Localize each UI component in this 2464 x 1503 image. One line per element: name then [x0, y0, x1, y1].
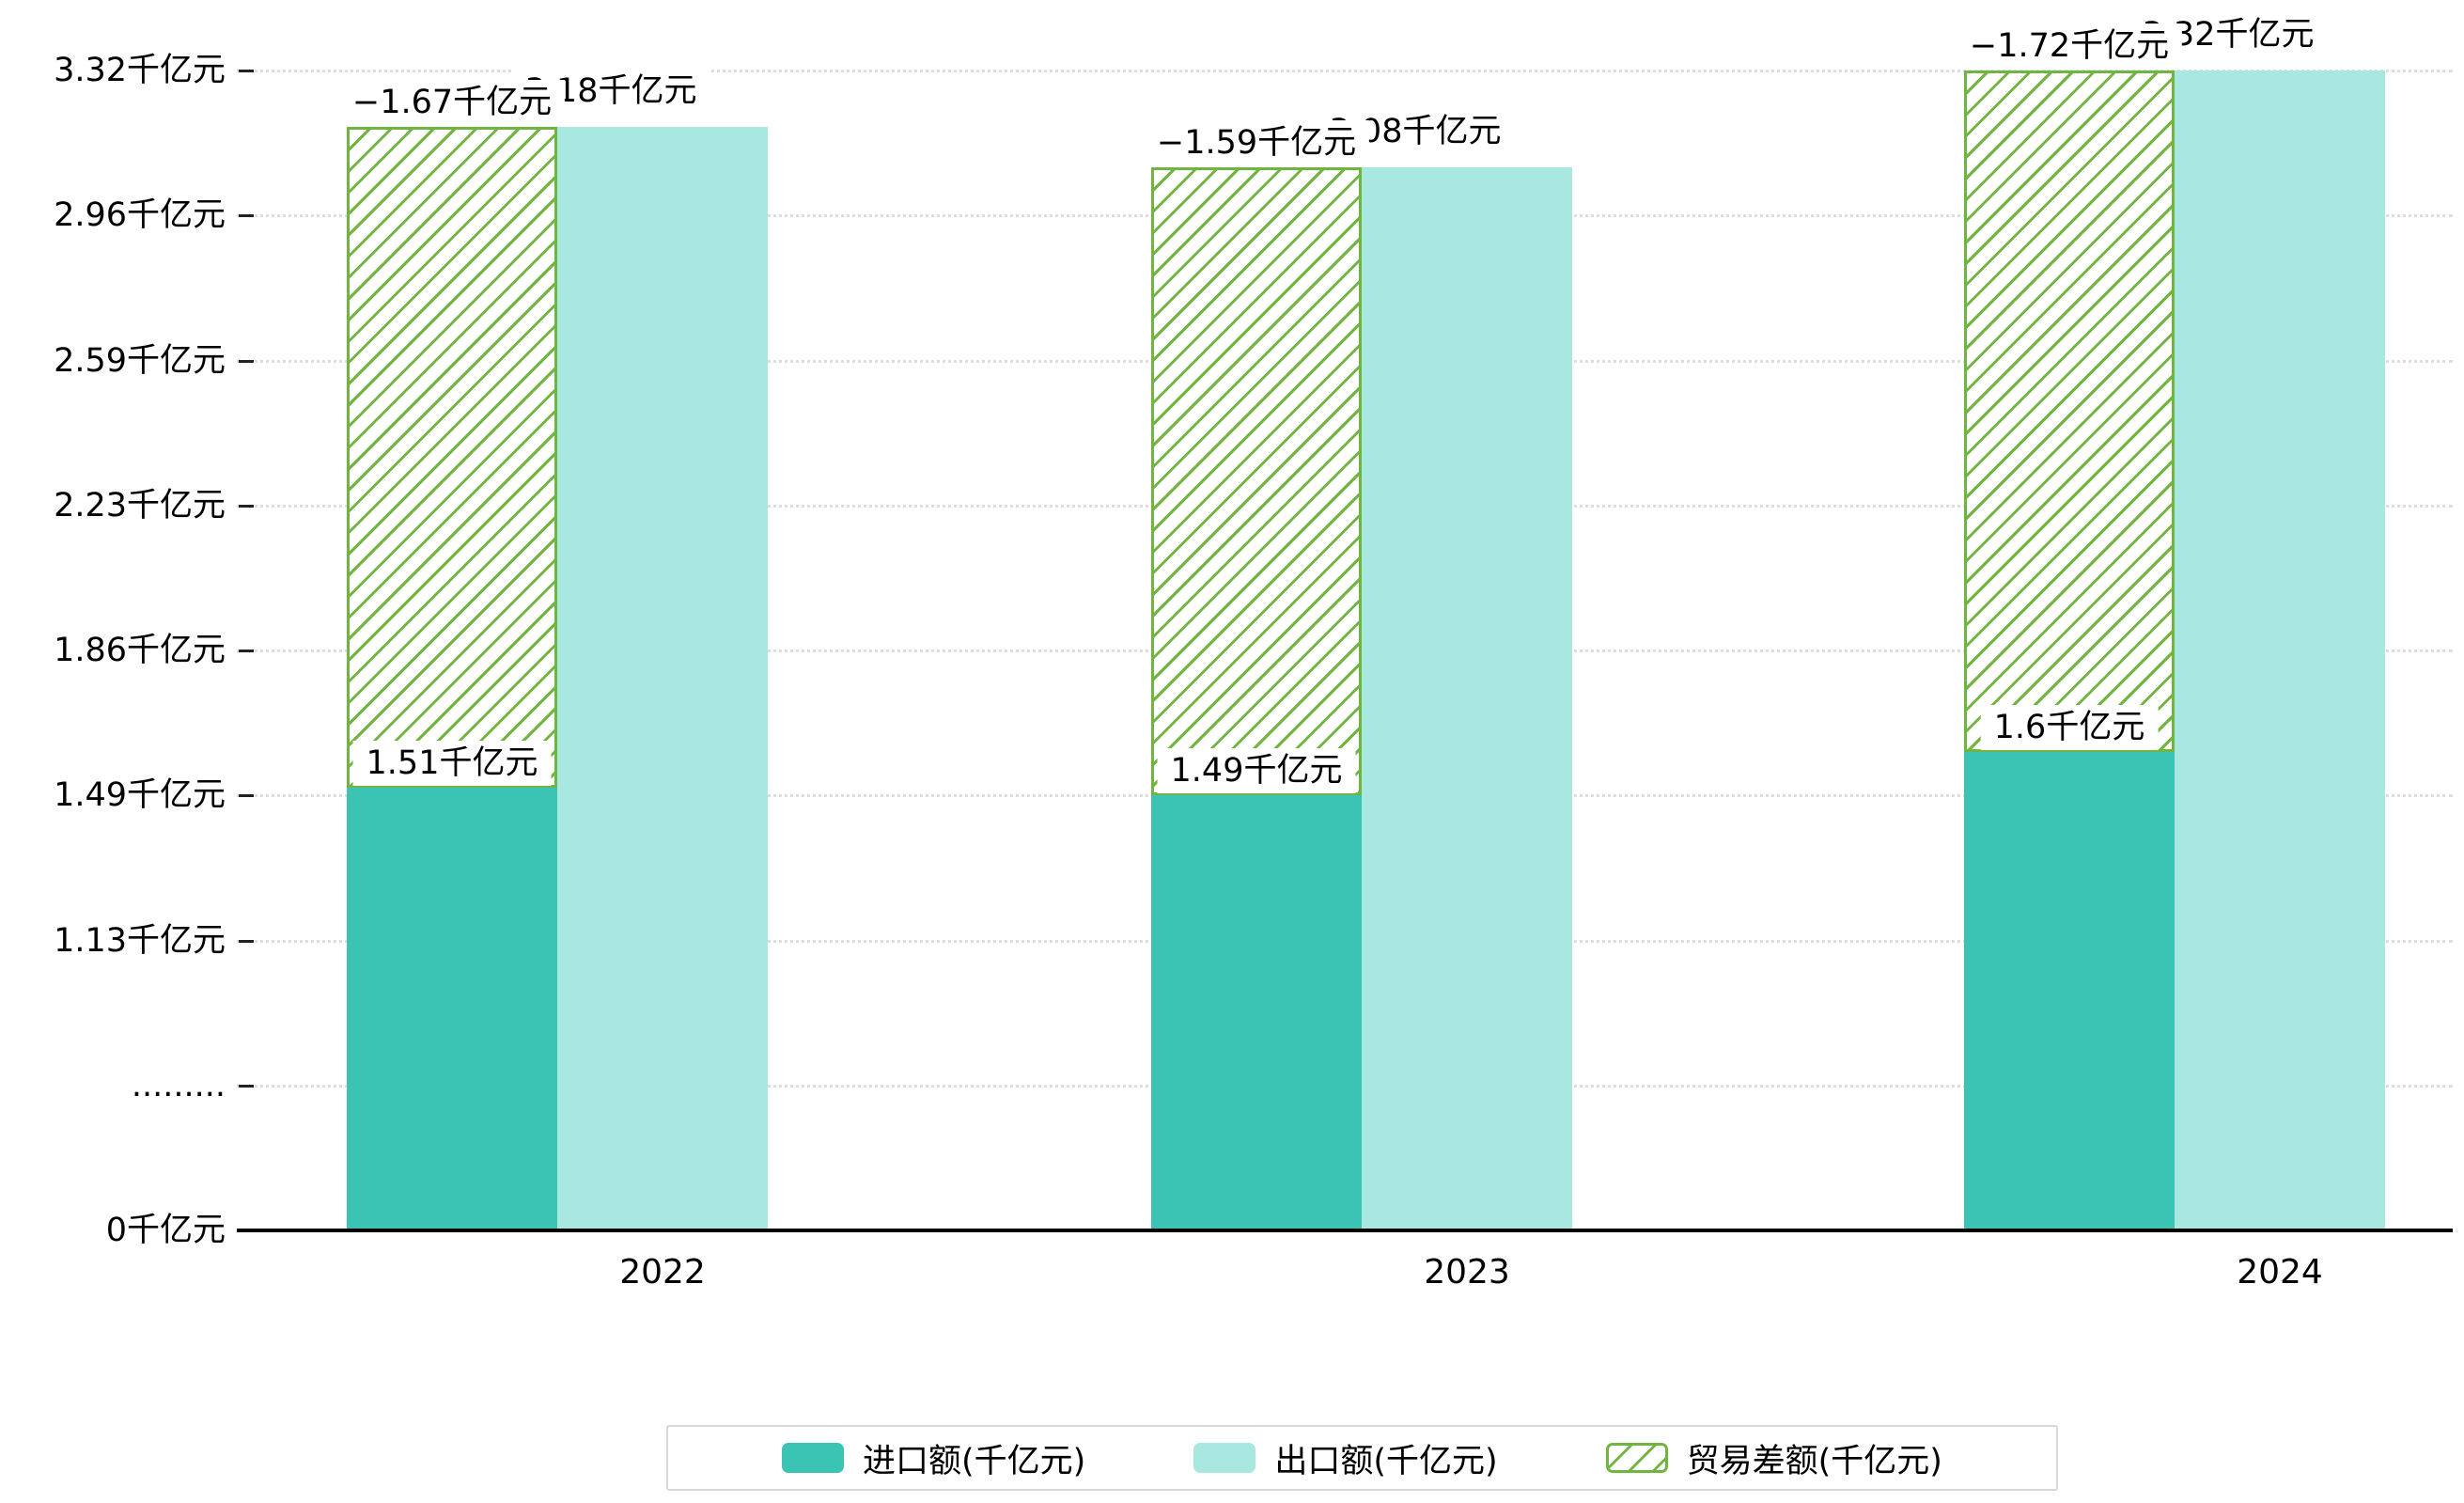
legend-label-import: 进口额(千亿元)	[863, 1442, 1086, 1480]
bar-balance-2023[interactable]	[1151, 166, 1362, 796]
bar-import-2024[interactable]	[1964, 752, 2175, 1230]
y-axis-tick	[239, 214, 254, 218]
y-axis-label: 1.86千亿元	[54, 632, 226, 669]
bar-import-2022[interactable]	[347, 787, 557, 1230]
legend: 进口额(千亿元) 出口额(千亿元) 贸易差额(千亿元)	[666, 1425, 2058, 1491]
gridline	[237, 70, 2453, 72]
y-axis-tick	[239, 504, 254, 508]
legend-item-export[interactable]: 出口额(千亿元)	[1193, 1434, 1498, 1482]
x-axis-label-2024: 2024	[2237, 1253, 2323, 1292]
y-axis-tick	[239, 650, 254, 652]
y-axis-label: 2.23千亿元	[54, 486, 226, 524]
legend-swatch-export-icon	[1193, 1443, 1256, 1473]
legend-item-import[interactable]: 进口额(千亿元)	[782, 1434, 1085, 1482]
y-axis-tick	[239, 794, 254, 798]
legend-swatch-balance-icon	[1605, 1443, 1668, 1473]
bar-balance-2024[interactable]	[1964, 70, 2175, 753]
label-balance-2023: −1.59千亿元	[1143, 119, 1370, 165]
label-balance-2022: −1.67千亿元	[338, 79, 566, 125]
bar-balance-2022[interactable]	[347, 126, 557, 788]
y-axis-label: 1.13千亿元	[54, 921, 226, 960]
y-axis-tick	[239, 939, 254, 943]
y-axis-label: 2.59千亿元	[54, 341, 226, 380]
y-axis-label: .........	[131, 1066, 226, 1104]
label-import-2023: 1.49千亿元	[1157, 748, 1356, 794]
bar-import-2023[interactable]	[1151, 795, 1362, 1230]
y-axis-tick	[239, 359, 254, 363]
legend-label-export: 出口额(千亿元)	[1274, 1442, 1498, 1480]
y-axis-label: 2.96千亿元	[54, 196, 226, 235]
bar-export-2024[interactable]	[2175, 70, 2385, 1230]
label-import-2024: 1.6千亿元	[1980, 705, 2159, 751]
y-axis-label: 3.32千亿元	[54, 52, 226, 89]
x-axis-label-2023: 2023	[1424, 1253, 1510, 1292]
y-axis-tick	[239, 70, 254, 72]
bar-export-2022[interactable]	[557, 126, 768, 1230]
legend-label-balance: 贸易差额(千亿元)	[1686, 1442, 1942, 1480]
label-import-2022: 1.51千亿元	[352, 740, 552, 786]
label-balance-2024: −1.72千亿元	[1956, 23, 2183, 69]
y-axis-label: 0千亿元	[105, 1212, 226, 1249]
y-axis-tick	[239, 1084, 254, 1088]
legend-item-balance[interactable]: 贸易差额(千亿元)	[1605, 1434, 1942, 1482]
bar-export-2023[interactable]	[1362, 166, 1572, 1230]
x-axis-label-2022: 2022	[619, 1253, 706, 1292]
legend-swatch-import-icon	[782, 1443, 845, 1473]
x-axis-line	[237, 1229, 2453, 1232]
y-axis-label: 1.49千亿元	[54, 776, 226, 815]
